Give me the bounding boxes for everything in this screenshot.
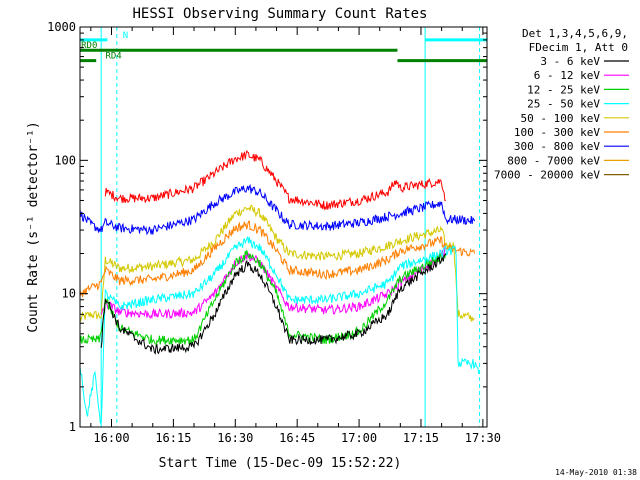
- x-tick-label-5: 17:15: [403, 431, 439, 445]
- x-tick-label-1: 16:15: [155, 431, 191, 445]
- chart-title: HESSI Observing Summary Count Rates: [132, 6, 427, 22]
- legend-label-6-12-kev: 6 - 12 keV: [534, 69, 601, 82]
- y-tick-label-2: 100: [54, 153, 76, 167]
- legend-label-100-300-kev: 100 - 300 keV: [514, 126, 600, 139]
- legend-header-line1: Det 1,3,4,5,6,9,: [522, 27, 628, 40]
- legend-label-50-100-kev: 50 - 100 keV: [521, 112, 601, 125]
- flag-rd0-label: RD0: [81, 41, 97, 51]
- y-tick-label-1: 10: [62, 287, 76, 301]
- x-tick-label-2: 16:30: [217, 431, 253, 445]
- series-line-6-12-kev: [100, 245, 447, 320]
- legend-label-12-25-kev: 12 - 25 keV: [527, 83, 600, 96]
- legend-label-25-50-kev: 25 - 50 keV: [527, 98, 600, 111]
- flag-rd4-label: RD4: [105, 52, 121, 62]
- y-tick-label-0: 1: [69, 420, 76, 434]
- legend-label-3-6-kev: 3 - 6 keV: [540, 55, 600, 68]
- x-axis-label: Start Time (15-Dec-09 15:52:22): [159, 456, 402, 471]
- x-tick-label-0: 16:00: [93, 431, 129, 445]
- axes: 16:00 16:15 16:30 16:45 17:00 17:15 17:30 1 10 10…: [47, 20, 501, 445]
- legend-label-300-800-kev: 300 - 800 keV: [514, 140, 600, 153]
- y-tick-label-3: 1000: [47, 20, 76, 34]
- series-line-50-100-kev: [79, 204, 475, 323]
- timestamp-footer: 14-May-2010 01:38: [555, 468, 637, 477]
- legend-label-800-7000-kev: 800 - 7000 keV: [507, 154, 600, 167]
- flag-n-label: N: [123, 31, 128, 41]
- series-line-3-6-kev: [100, 253, 447, 355]
- x-tick-label-6: 17:30: [465, 431, 501, 445]
- series-line-25-50-kev: [79, 236, 480, 424]
- series-line-12-25-kev: [79, 250, 447, 346]
- plot-frame: [79, 26, 488, 428]
- series-line-300-800-kev: [79, 183, 476, 236]
- y-axis-label: Count Rate (s⁻¹ detector⁻¹): [26, 121, 41, 332]
- series-line-100-300-kev: [79, 220, 476, 298]
- legend-label-7000-20000-kev: 7000 - 20000 keV: [494, 169, 600, 182]
- x-tick-label-3: 16:45: [279, 431, 315, 445]
- plot-area: N RD0 RD4: [79, 27, 487, 427]
- x-tick-label-4: 17:00: [341, 431, 377, 445]
- series-line-red-trace: [104, 149, 446, 211]
- legend-header-line2: FDecim 1, Att 0: [529, 41, 628, 54]
